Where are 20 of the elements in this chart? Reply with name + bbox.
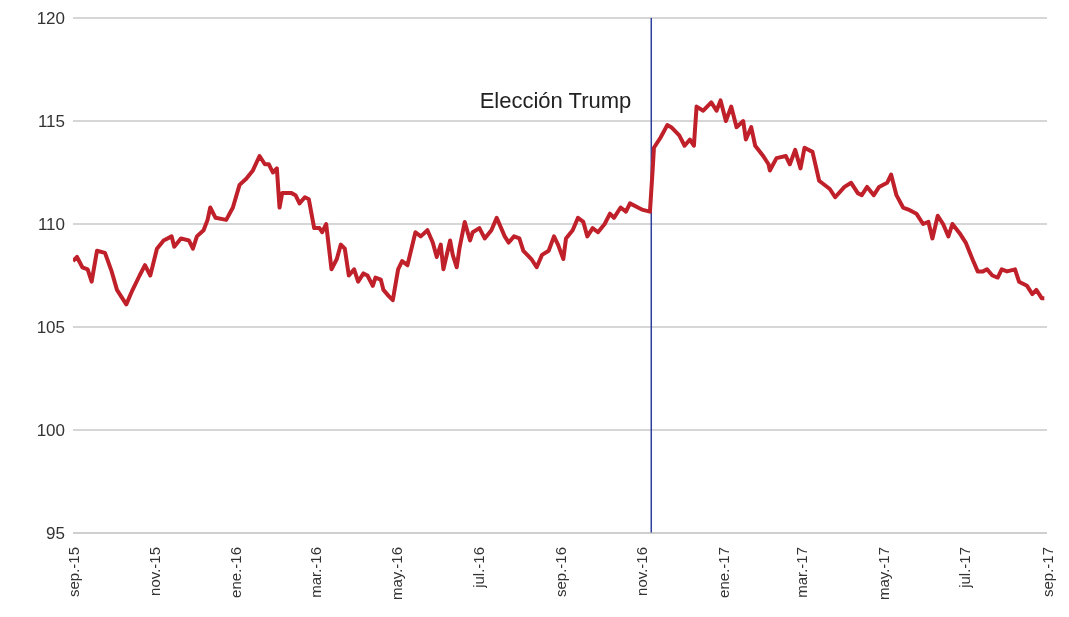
x-tick-label: jul.-16 [469,547,487,589]
y-tick-label: 95 [46,524,65,544]
y-tick-label: 100 [36,421,65,441]
x-tick-label: mar.-16 [307,547,324,598]
x-tick-label: ene.-17 [714,547,732,598]
y-tick-label: 120 [36,9,65,29]
x-tick-label: sep.-17 [1038,547,1056,598]
ref-line-label: Elección Trump [479,88,632,113]
x-tick-label: nov.-16 [633,547,651,596]
x-tick-label: mar.-17 [793,547,811,598]
x-tick-label: jul.-17 [955,547,973,589]
y-tick-label: 110 [37,215,65,235]
y-tick-label: 105 [36,318,65,338]
x-tick-label: may.-17 [874,547,892,601]
x-tick-label: nov.-15 [145,547,163,596]
y-tick-label: 115 [37,112,65,132]
x-tick-label: sep.-15 [64,547,82,598]
x-tick-label: ene.-16 [227,547,245,598]
x-tick-label: may.-16 [388,547,406,601]
x-tick-label: sep.-16 [552,547,570,598]
